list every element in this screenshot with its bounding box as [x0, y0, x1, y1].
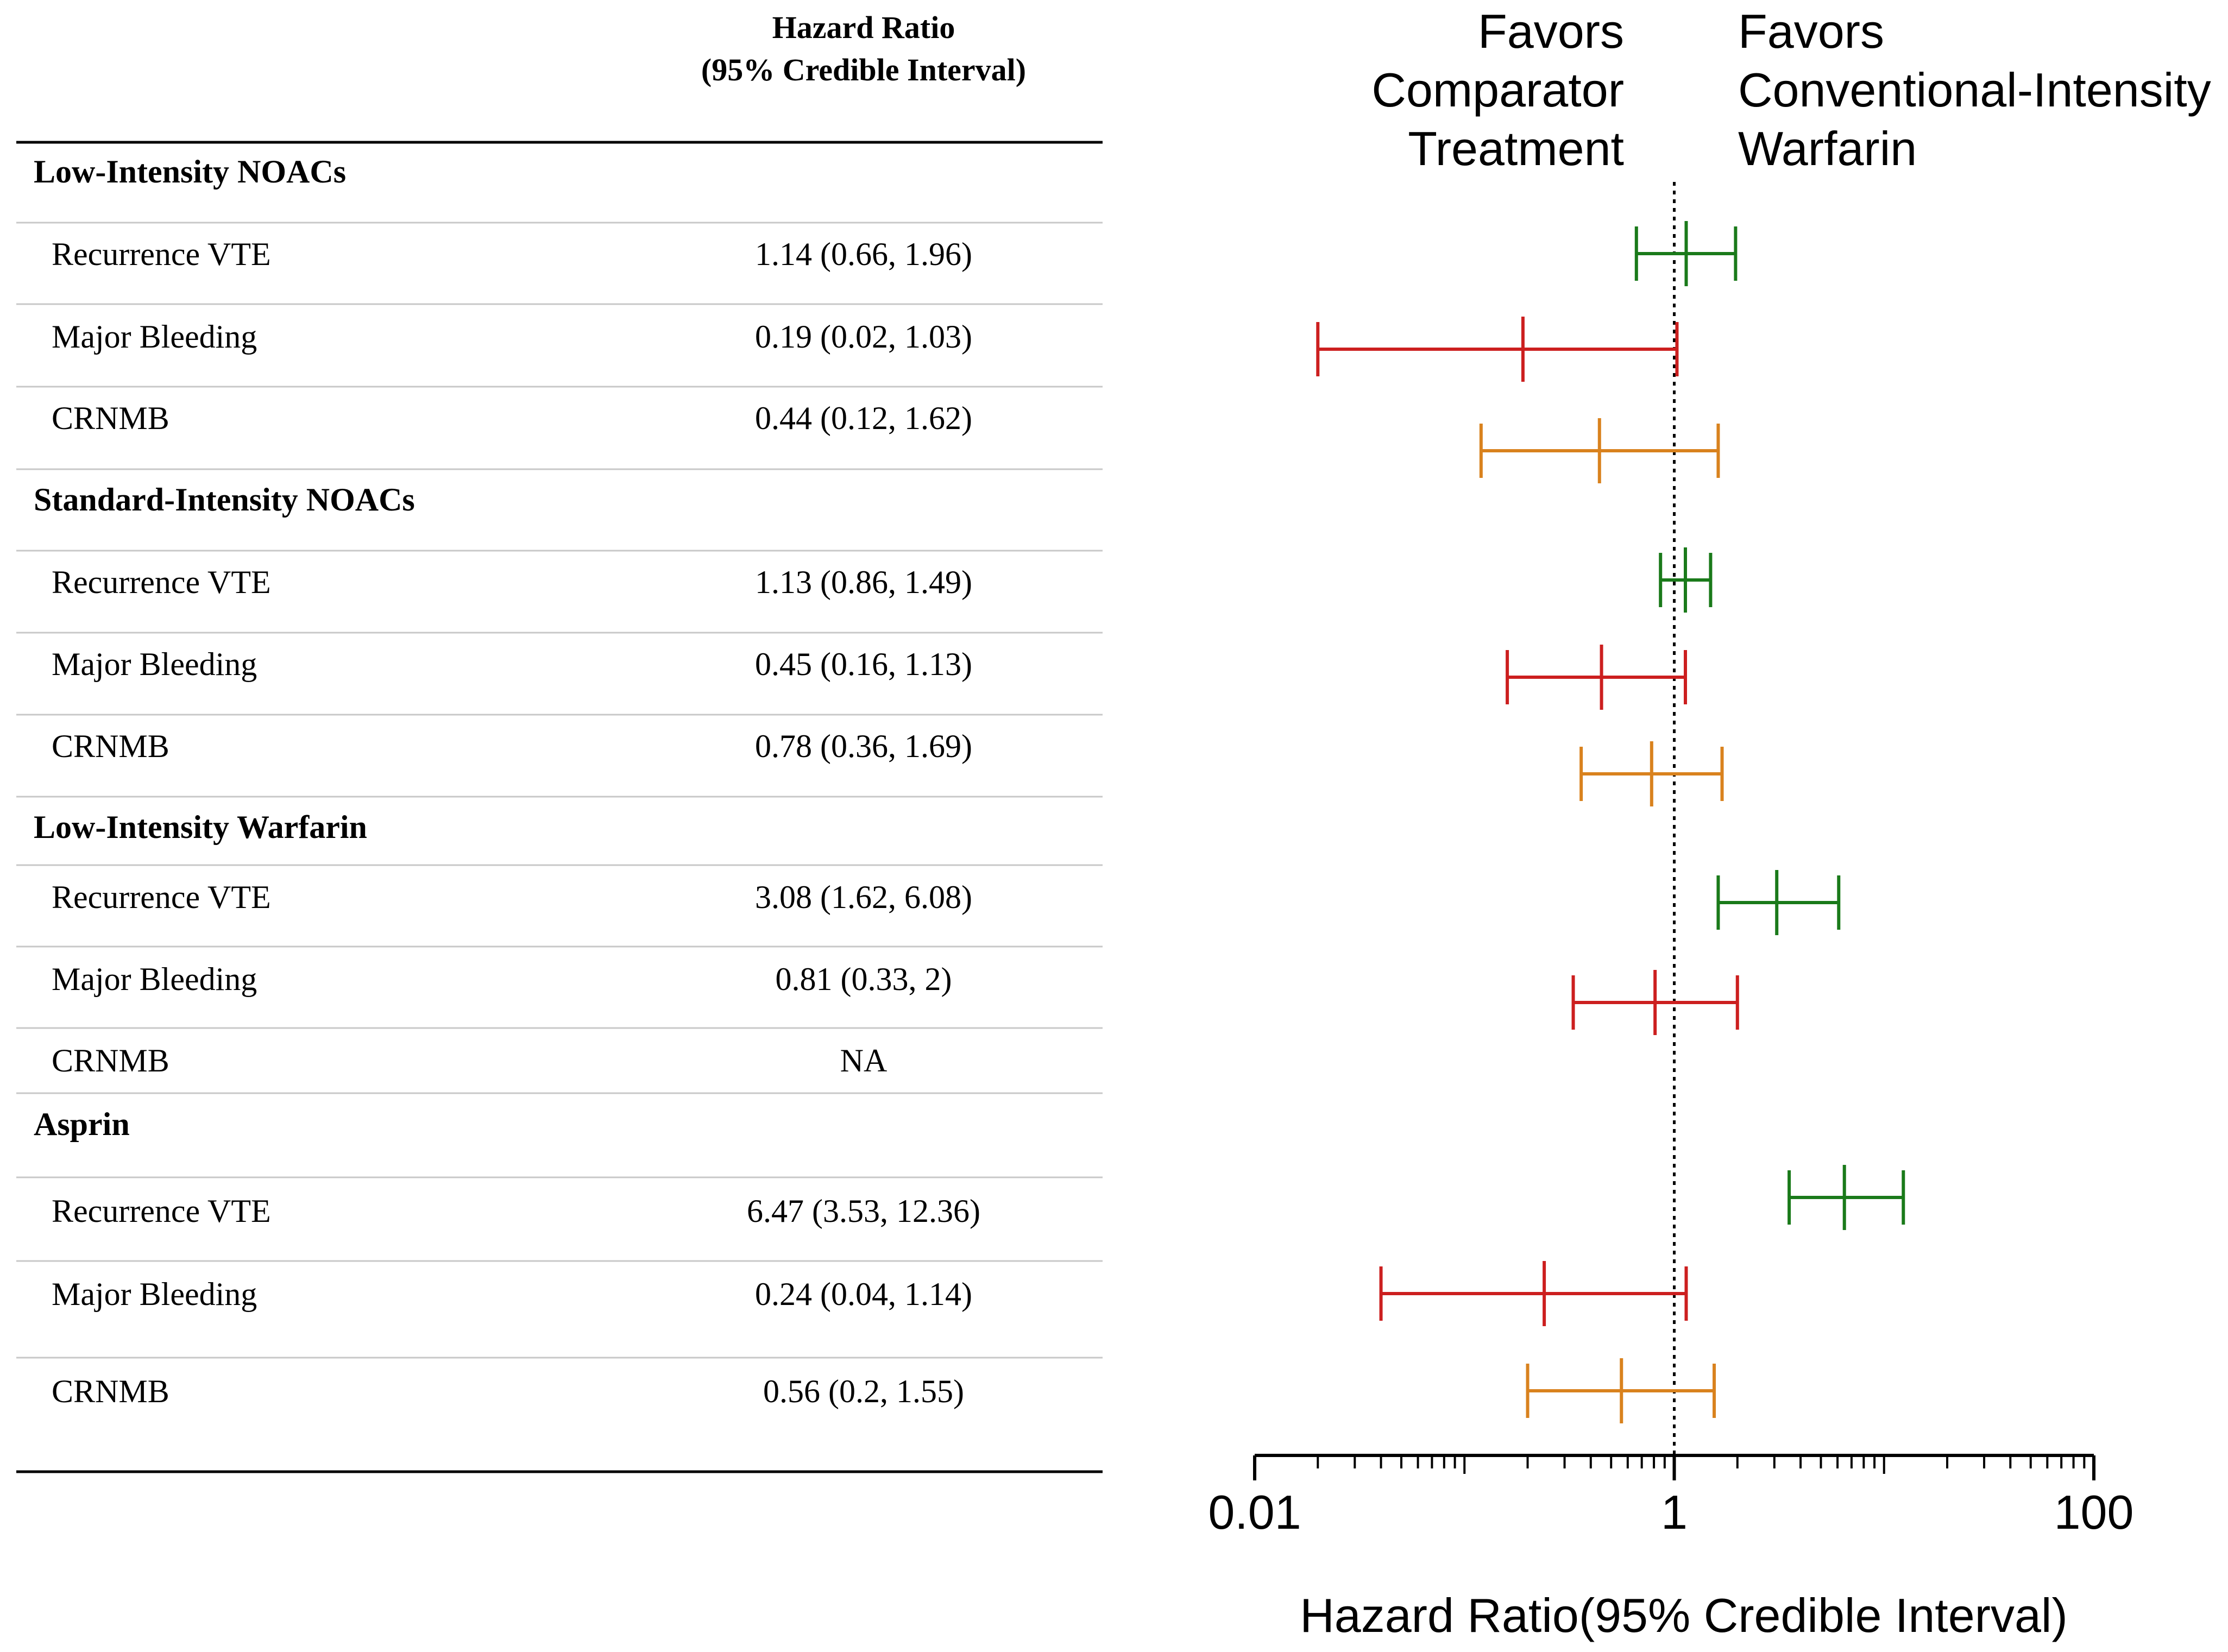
forest-interval: [1379, 1261, 1688, 1326]
favors-warfarin-line2: Conventional-Intensity: [1738, 63, 2211, 117]
hr-value-label: 0.81 (0.33, 2): [776, 961, 952, 997]
group-label-low-intensity-noacs: Low-Intensity NOACs: [34, 154, 346, 190]
outcome-label: Recurrence VTE: [52, 879, 271, 915]
hr-value-label: 6.47 (3.53, 12.36): [747, 1193, 980, 1229]
forest-interval: [1316, 317, 1679, 382]
hr-value-label: 0.19 (0.02, 1.03): [755, 319, 972, 355]
favors-warfarin-line3: Warfarin: [1738, 122, 1917, 175]
hr-value-label: 1.14 (0.66, 1.96): [755, 236, 972, 272]
hr-value-label: 0.78 (0.36, 1.69): [755, 728, 972, 764]
forest-interval: [1634, 221, 1738, 286]
hr-value-label: 3.08 (1.62, 6.08): [755, 879, 972, 915]
outcome-label: CRNMB: [52, 1373, 169, 1409]
forest-interval: [1526, 1358, 1716, 1423]
group-label-standard-intensity-noacs: Standard-Intensity NOACs: [34, 482, 415, 518]
hr-value-label: 0.44 (0.12, 1.62): [755, 400, 972, 436]
outcome-label: Recurrence VTE: [52, 236, 271, 272]
outcome-label: Major Bleeding: [52, 646, 257, 682]
chart-plot-area: 0.01 1 100: [1208, 182, 2133, 1539]
table-header-line1: Hazard Ratio: [772, 10, 955, 45]
forest-interval: [1659, 547, 1713, 613]
outcome-label: Major Bleeding: [52, 961, 257, 997]
hr-value-label: 1.13 (0.86, 1.49): [755, 564, 972, 600]
outcome-label: Recurrence VTE: [52, 564, 271, 600]
hr-value-label: 0.56 (0.2, 1.55): [763, 1373, 964, 1409]
outcome-label: CRNMB: [52, 1043, 169, 1079]
forest-interval: [1716, 870, 1841, 935]
outcome-label: CRNMB: [52, 728, 169, 764]
x-tick-label: 1: [1661, 1485, 1688, 1539]
x-axis-label: Hazard Ratio(95% Credible Interval): [1300, 1588, 2068, 1642]
group-label-low-intensity-warfarin: Low-Intensity Warfarin: [34, 809, 367, 845]
forest-interval: [1579, 741, 1724, 806]
outcome-label: Recurrence VTE: [52, 1193, 271, 1229]
forest-interval: [1479, 418, 1720, 483]
favors-comparator-line3: Treatment: [1408, 122, 1624, 175]
outcome-label: CRNMB: [52, 400, 169, 436]
group-label-asprin: Asprin: [34, 1106, 130, 1142]
table-header-line2: (95% Credible Interval): [701, 52, 1026, 87]
x-tick-label: 100: [2054, 1485, 2134, 1539]
forest-interval: [1788, 1165, 1905, 1230]
outcome-label: Major Bleeding: [52, 319, 257, 355]
favors-comparator-line2: Comparator: [1371, 63, 1624, 117]
favors-warfarin-line1: Favors: [1738, 4, 1884, 58]
hr-value-label: 0.45 (0.16, 1.13): [755, 646, 972, 682]
hr-value-label: 0.24 (0.04, 1.14): [755, 1276, 972, 1312]
forest-interval: [1506, 645, 1688, 710]
favors-comparator-line1: Favors: [1478, 4, 1624, 58]
row-separators: [16, 222, 1103, 1359]
hr-value-label: NA: [840, 1043, 888, 1079]
x-tick-label: 0.01: [1208, 1485, 1301, 1539]
outcome-label: Major Bleeding: [52, 1276, 257, 1312]
forest-interval: [1571, 970, 1739, 1035]
